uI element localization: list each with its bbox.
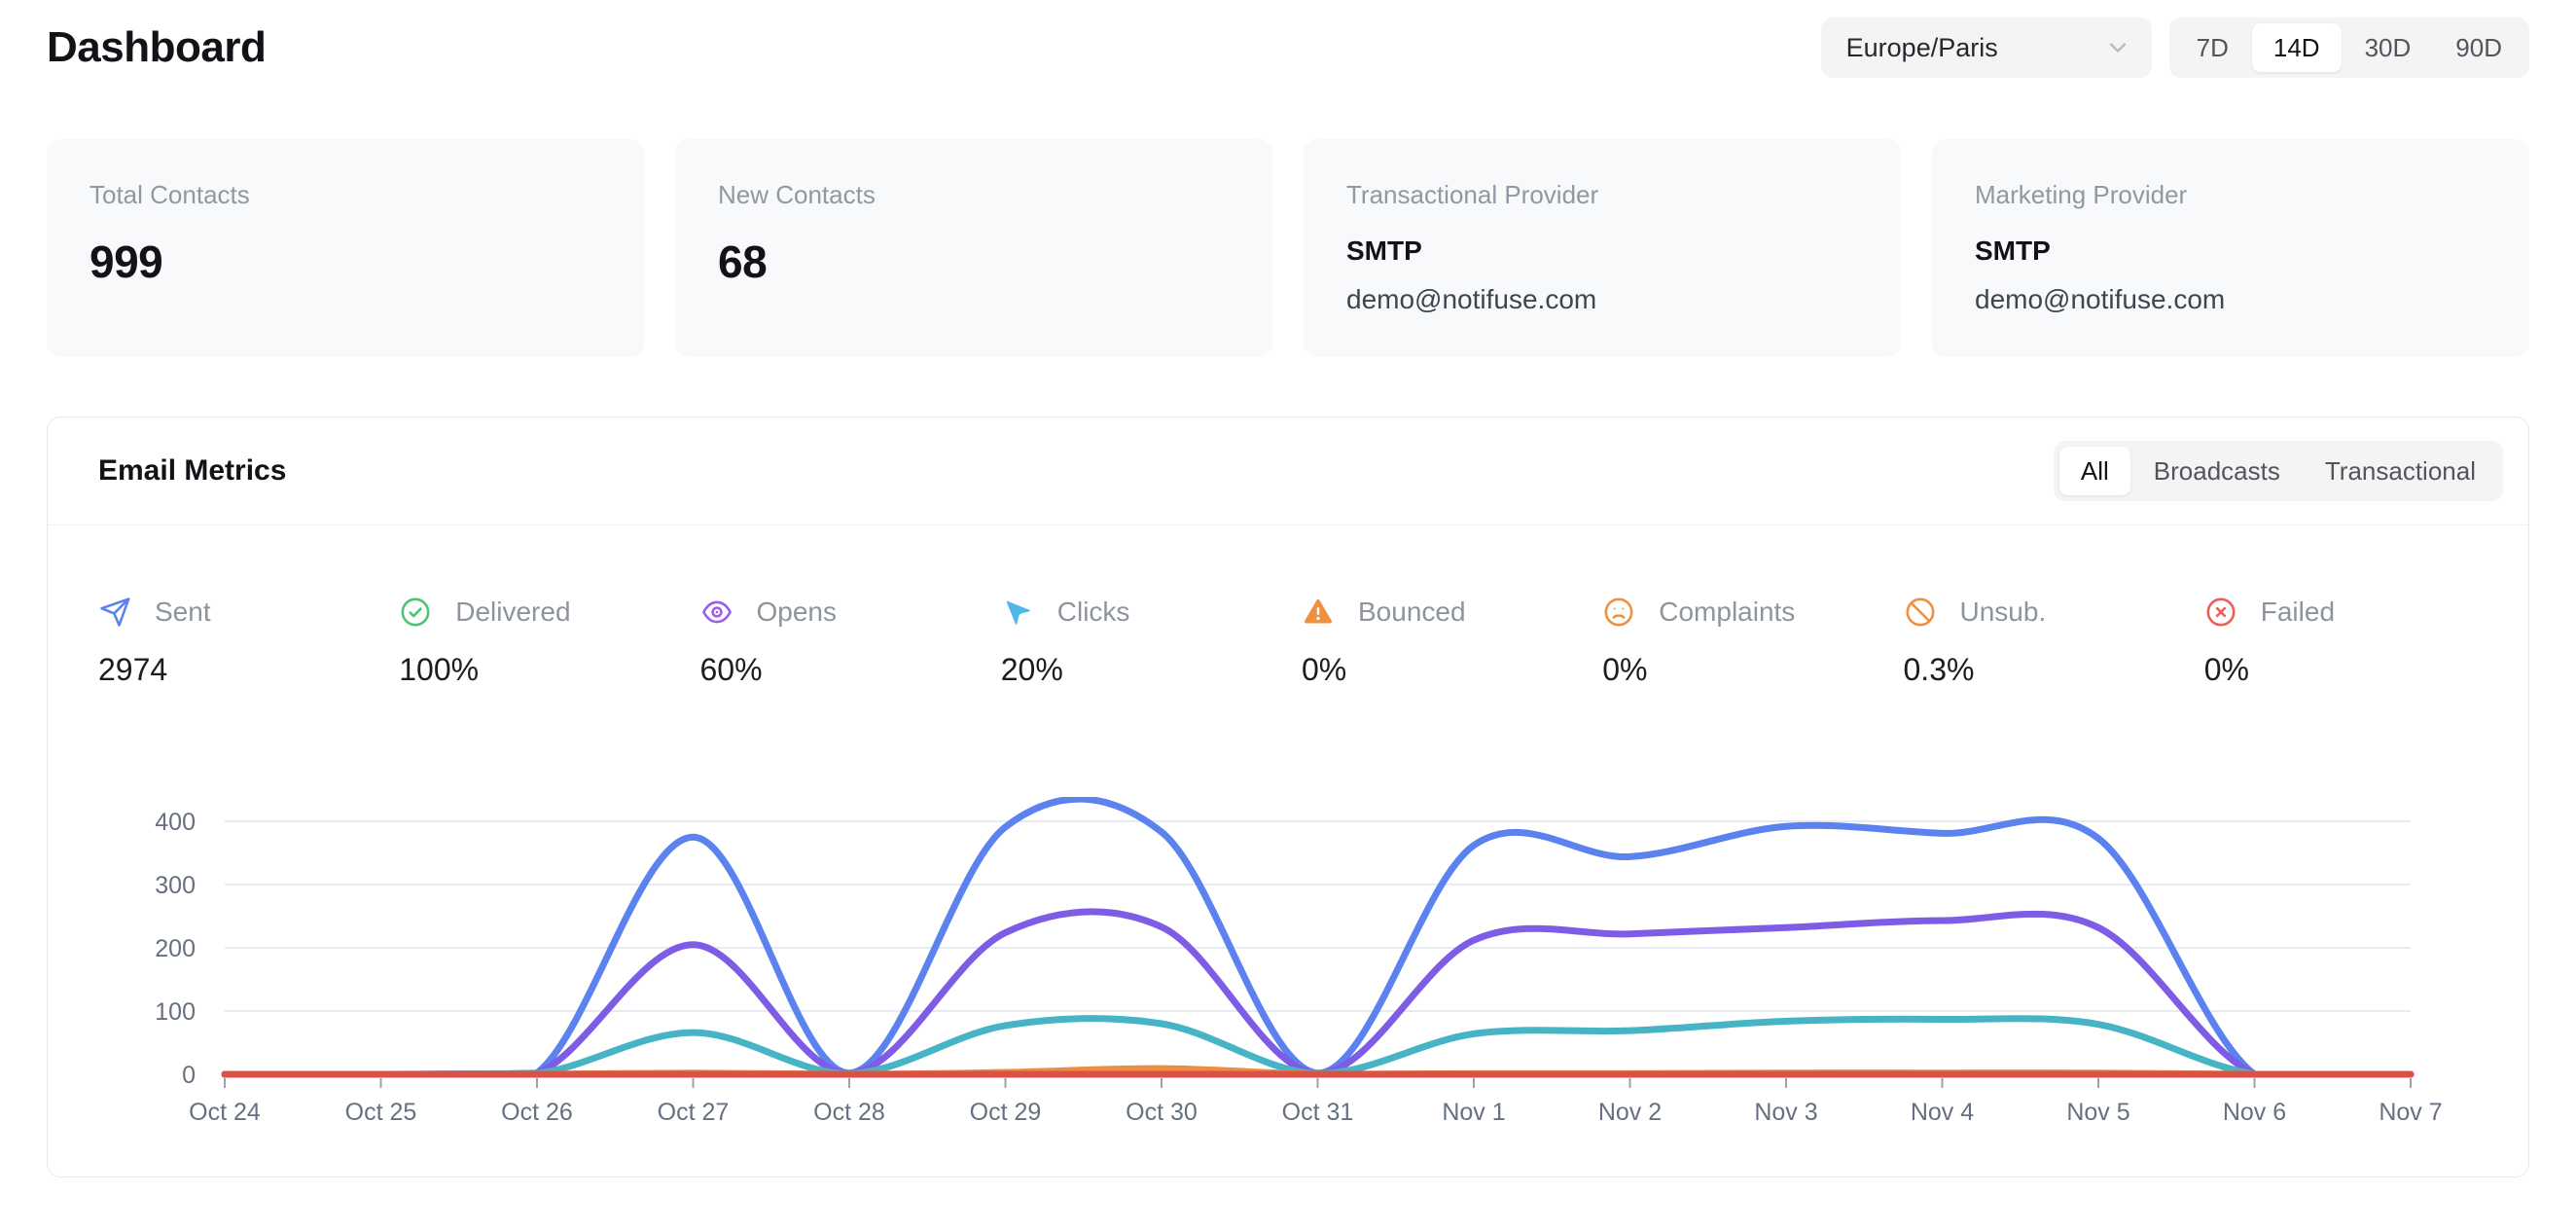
provider-name: SMTP [1346,235,1422,266]
eye-icon [700,596,733,629]
metric-complaints: Complaints 0% [1602,596,1903,688]
timezone-value: Europe/Paris [1845,32,1998,62]
email-metrics-panel: Email Metrics All Broadcasts Transaction… [47,416,2529,1177]
email-metrics-chart: 0 100 200 300 400 Oct 24 Oct 25 Oct 26 Oct 27 Oct… [71,797,2505,1128]
svg-text:Nov 5: Nov 5 [2066,1099,2129,1126]
svg-text:300: 300 [155,872,196,899]
range-button-7d[interactable]: 7D [2175,23,2250,72]
card-label: Marketing Provider [1975,180,2188,209]
metric-delivered: Delivered 100% [399,596,699,688]
range-button-30d[interactable]: 30D [2343,23,2433,72]
metric-label: Opens [756,597,838,627]
card-label: New Contacts [718,180,876,209]
metric-value: 0% [1602,652,1648,687]
svg-text:Nov 4: Nov 4 [1911,1099,1974,1126]
svg-text:Oct 25: Oct 25 [345,1099,417,1126]
stat-card-marketing-provider: Marketing Provider SMTP demo@notifuse.co… [1932,139,2529,357]
x-circle-icon [2204,596,2237,629]
metric-failed: Failed 0% [2204,596,2505,688]
metrics-row: Sent 2974 Delivered 100% Ope [48,525,2528,688]
svg-text:Nov 2: Nov 2 [1598,1099,1662,1126]
check-circle-icon [399,596,432,629]
header-bar: Dashboard Europe/Paris 7D 14D 30D 90D [47,16,2529,80]
timezone-select[interactable]: Europe/Paris [1820,18,2152,78]
cursor-icon [1001,596,1034,629]
chevron-down-icon [2101,31,2134,64]
metric-label: Clicks [1056,597,1130,627]
svg-text:Nov 6: Nov 6 [2223,1099,2286,1126]
svg-text:Oct 28: Oct 28 [813,1099,885,1126]
metric-sent: Sent 2974 [98,596,399,688]
tab-all[interactable]: All [2058,447,2130,495]
metric-value: 100% [399,652,480,687]
stat-card-new-contacts: New Contacts 68 [675,139,1272,357]
tab-broadcasts[interactable]: Broadcasts [2132,447,2302,495]
card-label: Total Contacts [89,180,250,209]
svg-text:100: 100 [155,998,196,1026]
svg-text:400: 400 [155,809,196,836]
metric-label: Delivered [455,597,571,627]
metric-value: 0.3% [1903,652,1975,687]
svg-text:Nov 7: Nov 7 [2379,1099,2442,1126]
metric-clicks: Clicks 20% [1001,596,1302,688]
svg-text:200: 200 [155,935,196,962]
svg-text:Oct 26: Oct 26 [501,1099,573,1126]
panel-title: Email Metrics [98,454,287,487]
provider-name: SMTP [1975,235,2051,266]
metric-label: Sent [155,597,211,627]
range-group: 7D 14D 30D 90D [2168,18,2529,78]
card-value: 68 [718,236,768,287]
card-value: 999 [89,236,163,287]
send-icon [98,596,131,629]
stat-card-transactional-provider: Transactional Provider SMTP demo@notifus… [1304,139,1901,357]
metric-bounced: Bounced 0% [1302,596,1602,688]
svg-text:Nov 3: Nov 3 [1754,1099,1817,1126]
tab-transactional[interactable]: Transactional [2304,447,2497,495]
page-title: Dashboard [47,23,267,71]
metric-label: Complaints [1659,597,1796,627]
metric-label: Unsub. [1959,597,2047,627]
range-button-14d[interactable]: 14D [2251,23,2342,72]
svg-text:Nov 1: Nov 1 [1442,1099,1505,1126]
provider-email: demo@notifuse.com [1346,284,1597,314]
svg-text:Oct 29: Oct 29 [970,1099,1042,1126]
stat-cards-row: Total Contacts 999 New Contacts 68 Trans… [47,139,2529,357]
metrics-tabs: All Broadcasts Transactional [2053,441,2503,501]
metric-value: 0% [2203,652,2249,687]
stat-card-total-contacts: Total Contacts 999 [47,139,644,357]
provider-email: demo@notifuse.com [1975,284,2226,314]
ban-icon [1904,596,1937,629]
svg-text:0: 0 [182,1062,196,1089]
metric-value: 0% [1302,652,1347,687]
metric-unsub: Unsub. 0.3% [1904,596,2204,688]
chart-canvas: 0 100 200 300 400 Oct 24 Oct 25 Oct 26 Oct 27 Oct… [155,797,2443,1126]
metric-value: 60% [699,652,763,687]
email-metrics-header: Email Metrics All Broadcasts Transaction… [48,417,2528,525]
header-controls: Europe/Paris 7D 14D 30D 90D [1820,18,2529,78]
metric-label: Bounced [1358,597,1466,627]
svg-text:Oct 27: Oct 27 [658,1099,730,1126]
metric-value: 2974 [98,652,168,687]
frown-circle-icon [1602,596,1635,629]
metric-label: Failed [2260,597,2336,627]
svg-text:Oct 31: Oct 31 [1282,1099,1354,1126]
range-button-90d[interactable]: 90D [2434,23,2523,72]
metric-opens: Opens 60% [700,596,1001,688]
metric-value: 20% [1000,652,1063,687]
svg-text:Oct 24: Oct 24 [189,1099,261,1126]
warning-triangle-icon [1302,596,1335,629]
card-label: Transactional Provider [1346,180,1599,209]
svg-text:Oct 30: Oct 30 [1126,1099,1198,1126]
